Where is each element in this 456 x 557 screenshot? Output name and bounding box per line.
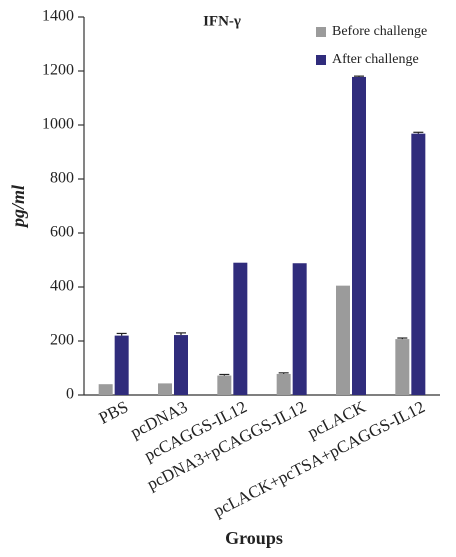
bar	[352, 76, 366, 395]
x-axis-label: Groups	[225, 528, 283, 548]
bar	[276, 373, 291, 395]
y-tick-label: 1400	[42, 8, 74, 25]
legend-label: After challenge	[332, 52, 419, 67]
y-tick-label: 400	[50, 278, 74, 295]
bar	[411, 133, 426, 395]
bar	[217, 375, 232, 395]
bar	[395, 339, 410, 395]
y-tick-label: 0	[66, 386, 74, 403]
y-axis-label: pg/ml	[8, 185, 28, 229]
y-tick-label: 800	[50, 170, 74, 187]
legend-swatch	[316, 27, 326, 37]
y-tick-label: 1200	[42, 62, 74, 79]
bar	[114, 335, 129, 395]
y-tick-label: 200	[50, 332, 74, 349]
chart-title: IFN-γ	[203, 13, 241, 29]
bar	[292, 263, 307, 395]
bar	[233, 262, 248, 395]
y-tick-label: 600	[50, 224, 74, 241]
x-tick-label: PBS	[96, 397, 132, 428]
legend-swatch	[316, 55, 326, 65]
bar	[336, 285, 350, 395]
bar	[158, 383, 172, 395]
bar	[174, 335, 188, 395]
bar	[98, 384, 113, 395]
y-tick-label: 1000	[42, 116, 74, 133]
legend-label: Before challenge	[332, 24, 427, 39]
